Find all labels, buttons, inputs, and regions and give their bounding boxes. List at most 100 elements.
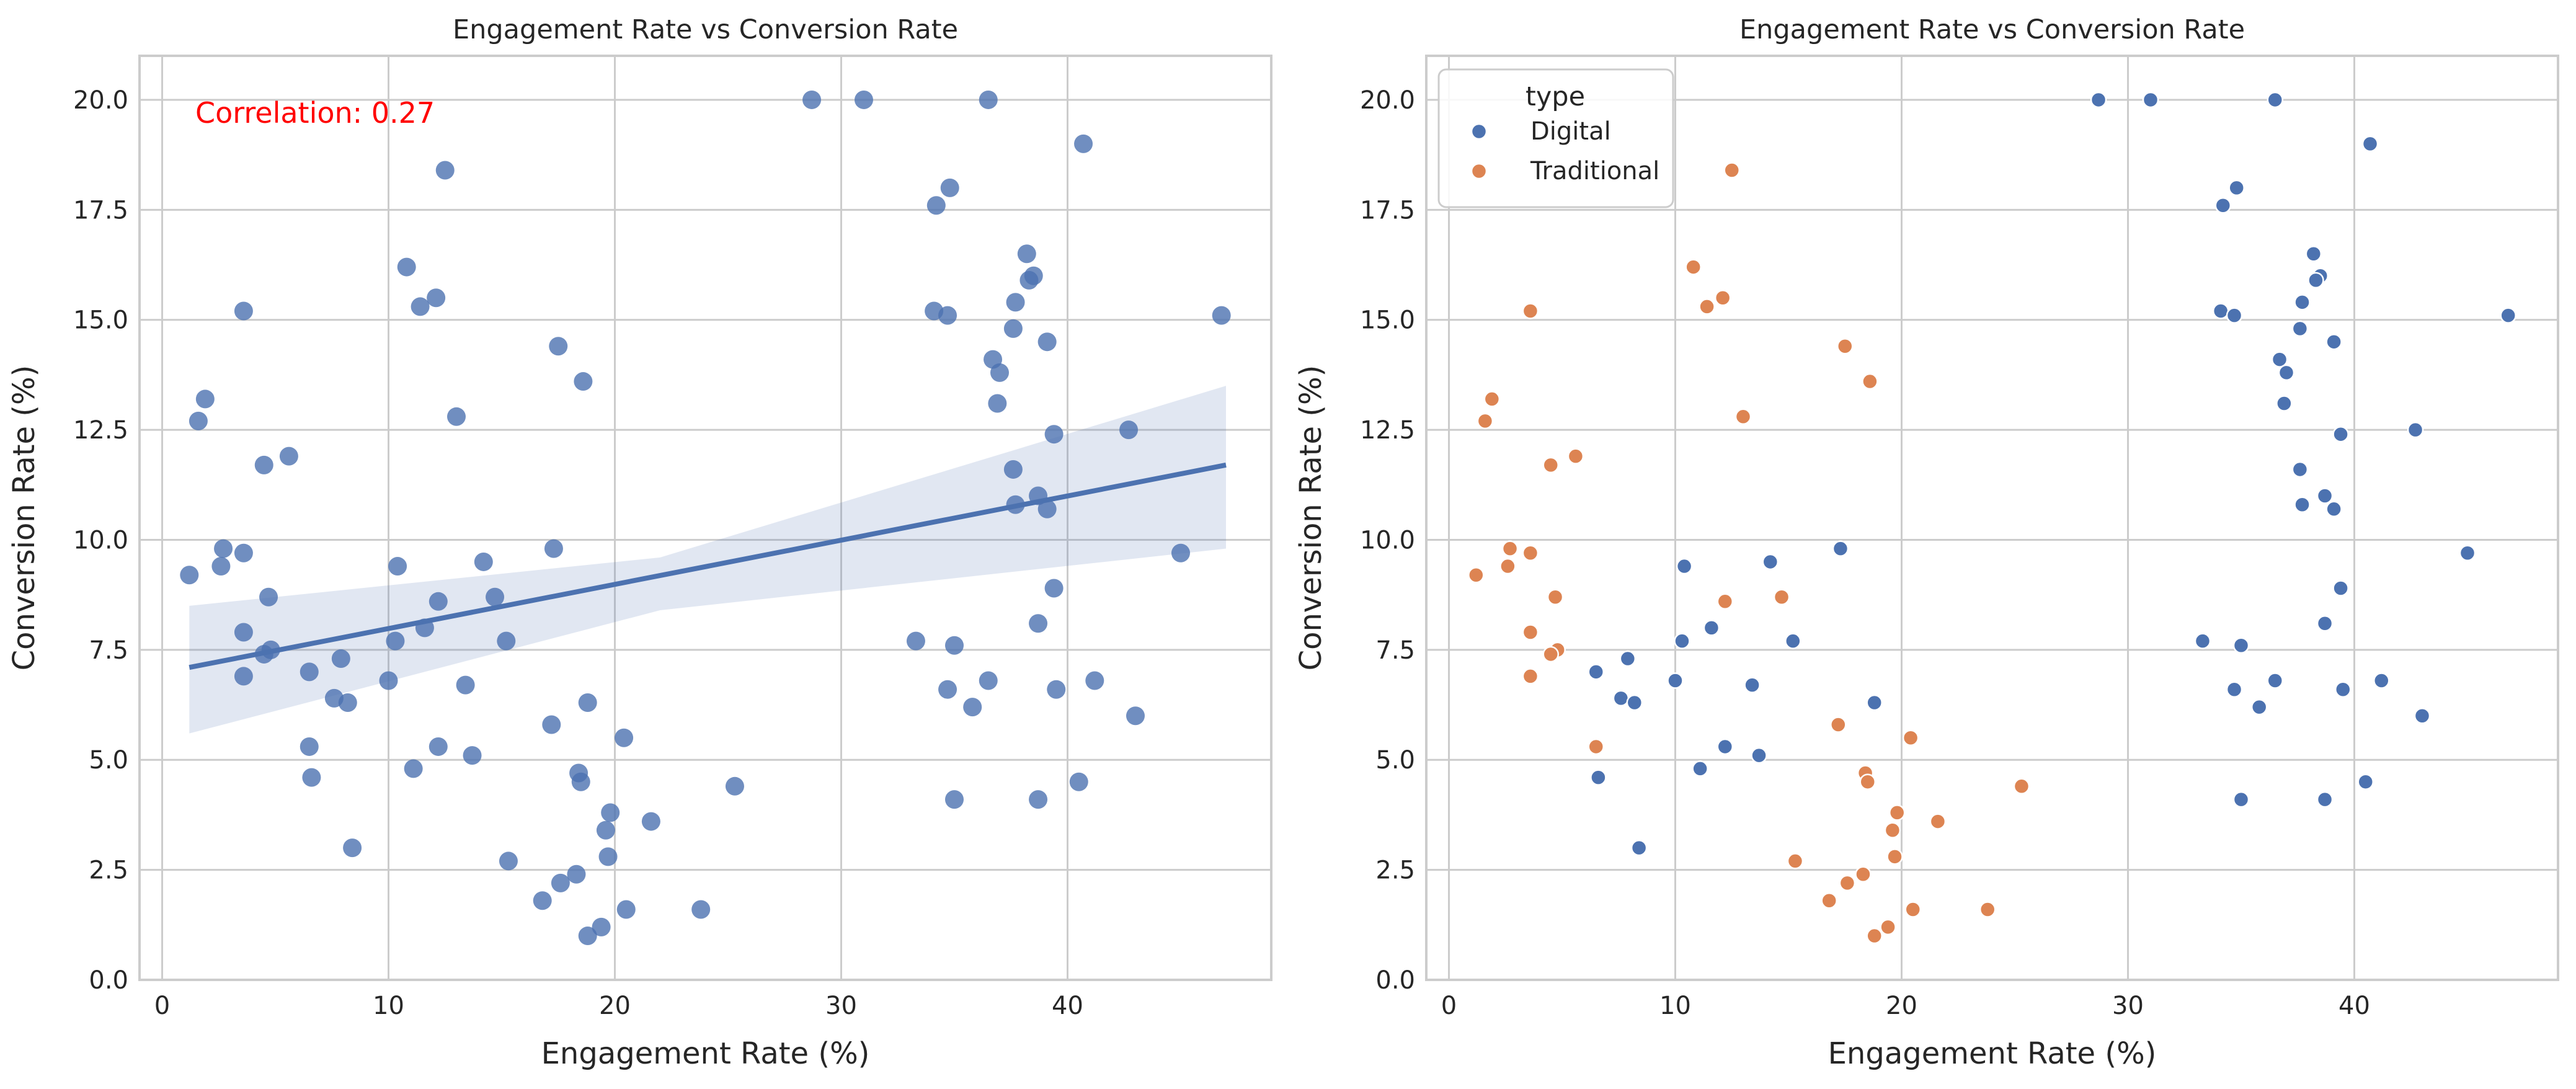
data-point bbox=[1522, 624, 1539, 641]
data-point bbox=[691, 900, 711, 919]
y-tick-label: 12.5 bbox=[73, 416, 128, 445]
data-point bbox=[1862, 373, 1878, 390]
data-point bbox=[1667, 672, 1684, 689]
legend-label: Traditional bbox=[1530, 157, 1659, 185]
data-point bbox=[2013, 778, 2030, 795]
data-point bbox=[542, 715, 561, 734]
data-point bbox=[2414, 708, 2431, 724]
data-point bbox=[1692, 760, 1708, 777]
data-point bbox=[990, 363, 1009, 382]
right-scatter-panel: 0 10 20 30 40 0.0 2.5 5.0 7.5 10.0 12.5 15.0 17.5 20.… bbox=[1294, 14, 2559, 1071]
data-point bbox=[1866, 927, 1883, 945]
data-point bbox=[1929, 813, 1947, 830]
data-point bbox=[2291, 461, 2309, 478]
data-point bbox=[463, 746, 482, 765]
data-point bbox=[2316, 615, 2334, 632]
data-point bbox=[945, 636, 964, 655]
data-point bbox=[1751, 747, 1767, 764]
data-point bbox=[397, 257, 416, 277]
data-point bbox=[533, 891, 552, 910]
data-point bbox=[1821, 892, 1837, 909]
plot-frame bbox=[1425, 55, 2559, 981]
correlation-annotation: Correlation: 0.27 bbox=[195, 96, 435, 130]
x-tick-label: 40 bbox=[2338, 992, 2370, 1020]
data-point bbox=[1619, 650, 1637, 667]
y-axis-label: Conversion Rate (%) bbox=[7, 365, 42, 671]
data-point bbox=[1003, 460, 1023, 479]
data-point bbox=[1047, 680, 1066, 699]
data-point bbox=[1006, 293, 1025, 312]
data-point bbox=[2226, 681, 2243, 698]
y-tick-label: 2.5 bbox=[1375, 856, 1415, 885]
data-point bbox=[379, 671, 398, 690]
y-tick-label: 17.5 bbox=[73, 196, 128, 224]
regression-line bbox=[189, 462, 1227, 670]
x-tick-label: 30 bbox=[2112, 992, 2144, 1020]
data-point bbox=[2250, 698, 2268, 716]
x-tick-label: 40 bbox=[1052, 992, 1083, 1020]
data-point bbox=[945, 790, 964, 809]
x-axis-label: Engagement Rate (%) bbox=[541, 1036, 870, 1071]
data-point bbox=[2316, 487, 2334, 504]
data-point bbox=[1501, 540, 1519, 557]
data-point bbox=[2142, 91, 2159, 109]
data-point bbox=[2335, 681, 2352, 698]
data-point bbox=[1832, 540, 1849, 557]
data-point bbox=[1714, 289, 1731, 306]
data-point bbox=[1019, 270, 1039, 290]
data-point bbox=[1085, 671, 1104, 690]
data-point bbox=[1468, 566, 1485, 584]
data-point bbox=[1717, 593, 1734, 610]
data-point bbox=[1904, 901, 1921, 918]
data-point bbox=[551, 873, 570, 892]
left-scatter-panel: 0 10 20 30 40 0.0 2.5 5.0 7.5 10.0 12.5 15.0 17.5 20.… bbox=[7, 14, 1272, 1071]
data-point bbox=[571, 772, 590, 791]
data-point bbox=[1126, 706, 1145, 726]
data-point bbox=[578, 927, 597, 946]
data-point bbox=[1837, 338, 1854, 355]
data-point bbox=[940, 178, 959, 197]
data-point bbox=[1787, 853, 1804, 869]
y-tick-label: 20.0 bbox=[73, 86, 128, 115]
data-point bbox=[1855, 866, 1872, 882]
data-point bbox=[388, 557, 407, 576]
data-point bbox=[1723, 162, 1740, 179]
legend: type Digital Traditional bbox=[1437, 68, 1674, 208]
y-tick-label: 15.0 bbox=[73, 306, 128, 335]
data-point bbox=[1542, 646, 1559, 663]
data-point bbox=[189, 411, 208, 430]
chart-title: Engagement Rate vs Conversion Rate bbox=[1739, 14, 2245, 45]
data-point bbox=[1884, 822, 1901, 839]
data-point bbox=[2316, 791, 2334, 808]
data-point bbox=[474, 552, 493, 571]
data-point bbox=[447, 407, 466, 426]
data-point bbox=[1522, 668, 1539, 685]
data-point bbox=[214, 539, 233, 558]
data-point bbox=[386, 631, 405, 651]
plot-frame bbox=[138, 55, 1272, 981]
data-point bbox=[544, 539, 563, 558]
data-point bbox=[1785, 633, 1801, 649]
data-point bbox=[343, 838, 362, 858]
data-point bbox=[254, 455, 273, 474]
data-point bbox=[1588, 664, 1604, 680]
data-point bbox=[1839, 874, 1856, 892]
data-point bbox=[2305, 246, 2322, 262]
data-point bbox=[616, 900, 636, 919]
data-point bbox=[302, 768, 321, 787]
data-point bbox=[574, 372, 593, 391]
data-point bbox=[2267, 672, 2283, 689]
data-point bbox=[549, 337, 568, 356]
data-point bbox=[279, 447, 298, 466]
y-tick-label: 2.5 bbox=[89, 856, 128, 885]
data-point bbox=[641, 812, 660, 831]
data-point bbox=[1703, 620, 1720, 636]
data-point bbox=[1171, 543, 1190, 562]
data-point bbox=[979, 90, 998, 109]
x-tick-label: 30 bbox=[825, 992, 857, 1020]
data-point bbox=[2232, 637, 2250, 654]
data-point bbox=[1685, 259, 1702, 275]
y-tick-label: 12.5 bbox=[1360, 416, 1415, 445]
data-point bbox=[1037, 499, 1057, 518]
data-point bbox=[1699, 298, 1715, 315]
